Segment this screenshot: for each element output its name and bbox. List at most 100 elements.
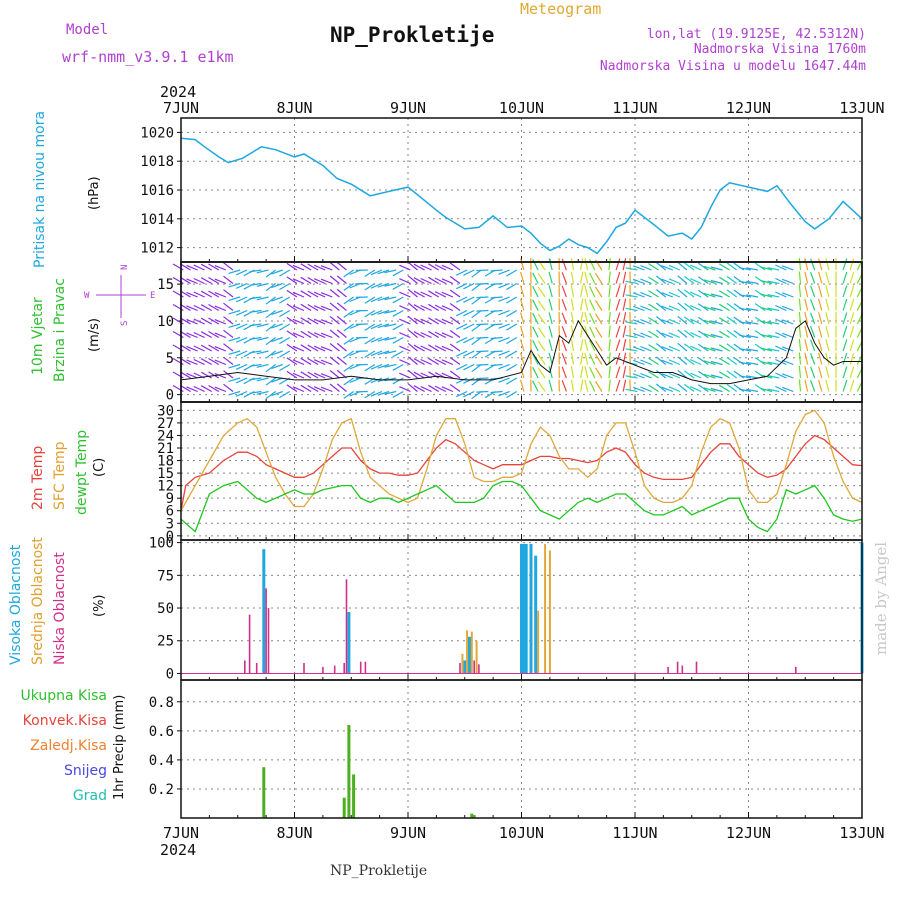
wind-arrow	[506, 336, 518, 345]
wind-arrow	[307, 371, 319, 379]
wind-arrow	[640, 305, 652, 312]
wind-arrow	[214, 319, 227, 325]
wind-arrow	[186, 264, 198, 271]
wind-arrow	[548, 312, 553, 325]
wind-arrow	[842, 379, 848, 392]
wind-arrow	[738, 388, 752, 393]
wind-arrow	[710, 320, 723, 325]
y-tick-label: 21	[157, 441, 174, 457]
wind-arrow	[228, 390, 241, 396]
wind-arrow	[561, 258, 567, 271]
wind-arrow	[193, 318, 205, 325]
page-title: NP_Prokletije	[330, 23, 494, 47]
wind-arrow	[256, 296, 269, 301]
wind-arrow	[746, 307, 759, 312]
wind-arrow	[179, 290, 191, 298]
wind-arrow	[697, 330, 709, 338]
wind-arrow	[449, 370, 461, 379]
wind-arrow	[320, 359, 333, 366]
wind-arrow	[441, 305, 454, 312]
wind-arrow	[265, 391, 276, 400]
date-label: 8JUN	[276, 824, 312, 842]
wind-arrow	[648, 276, 659, 285]
wind-arrow	[313, 372, 326, 379]
wind-arrow	[208, 371, 220, 379]
wind-arrow	[710, 279, 723, 285]
date-label: 8JUN	[276, 99, 312, 117]
wind-arrow	[775, 277, 787, 285]
high-cloud-bar	[262, 549, 266, 674]
wind-arrow	[697, 316, 709, 325]
y-tick-label: 18	[157, 454, 174, 470]
elevation-label: Nadmorska Visina 1760m	[694, 42, 866, 57]
wind-arrow	[271, 363, 283, 370]
wind-arrow	[775, 372, 787, 379]
date-label: 7JUN	[163, 99, 199, 117]
wind-arrow	[377, 309, 390, 315]
wind-arrow	[532, 259, 539, 271]
wind-arrow	[668, 291, 681, 298]
wind-arrow	[632, 319, 645, 325]
wind-arrow	[746, 294, 759, 298]
wind-arrow	[798, 271, 802, 284]
y-tick-label: 27	[157, 416, 174, 432]
wind-arrow	[456, 377, 468, 384]
wind-arrow	[726, 383, 738, 392]
wind-arrow	[498, 269, 510, 275]
wind-arrow	[532, 272, 539, 284]
wind-arrow	[589, 285, 596, 298]
pressure-panel: 1012 1014 1016 1018 1020	[140, 117, 863, 263]
y-tick-label: 1020	[140, 125, 174, 141]
y-tick-label: 0.6	[149, 724, 174, 740]
wind-arrow	[690, 291, 702, 298]
wind-arrow	[804, 339, 809, 352]
wind-arrow	[179, 384, 191, 393]
wind-arrow	[307, 276, 319, 285]
wind-label-1: 10m Vjetar	[30, 297, 46, 375]
wind-arrow	[710, 374, 723, 379]
y-tick-label: 30	[157, 403, 174, 419]
wind-arrow	[849, 312, 855, 325]
wind-arrow	[661, 359, 674, 366]
wind-arrow	[622, 366, 627, 379]
wind-arrow	[370, 377, 383, 384]
wind-arrow	[684, 302, 695, 311]
wind-arrow	[589, 299, 596, 311]
svg-text:S: S	[120, 321, 130, 326]
wind-arrow	[476, 282, 489, 285]
wind-arrow	[313, 264, 326, 271]
wind-arrow	[336, 383, 347, 392]
wind-arrow	[235, 309, 248, 316]
model-name: wrf-nmm_v3.9.1 e1km	[62, 48, 234, 66]
wind-arrow	[179, 371, 191, 379]
wind-arrow	[498, 296, 510, 302]
wind-arrow	[520, 366, 525, 379]
y-tick-label: 15	[157, 466, 174, 482]
coords-label: lon,lat (19.9125E, 42.5312N)	[647, 27, 866, 42]
wind-arrow	[697, 276, 709, 284]
wind-arrow	[648, 357, 659, 366]
wind-arrow	[825, 298, 830, 311]
wind-arrow	[584, 298, 589, 311]
wind-arrow	[798, 338, 802, 352]
wind-arrow	[186, 372, 198, 379]
wind-arrow	[456, 390, 468, 398]
y-tick-label: 24	[157, 428, 174, 444]
wind-arrow	[498, 377, 510, 383]
wind-arrow	[256, 350, 269, 355]
wind-arrow	[608, 379, 611, 392]
wind-arrow	[842, 366, 848, 379]
wind-arrow	[810, 379, 816, 392]
wind-arrow	[286, 303, 298, 312]
wind-arrow	[476, 309, 489, 312]
wind-arrow	[520, 298, 525, 311]
wind-arrow	[710, 360, 723, 366]
wind-arrow	[825, 352, 830, 365]
wind-arrow	[775, 291, 787, 298]
wind-arrow	[668, 372, 681, 379]
wind-arrow	[548, 298, 553, 311]
wind-arrow	[413, 317, 425, 325]
wind-arrow	[589, 339, 596, 352]
wind-arrow	[200, 290, 212, 298]
precip-bar	[352, 774, 356, 818]
